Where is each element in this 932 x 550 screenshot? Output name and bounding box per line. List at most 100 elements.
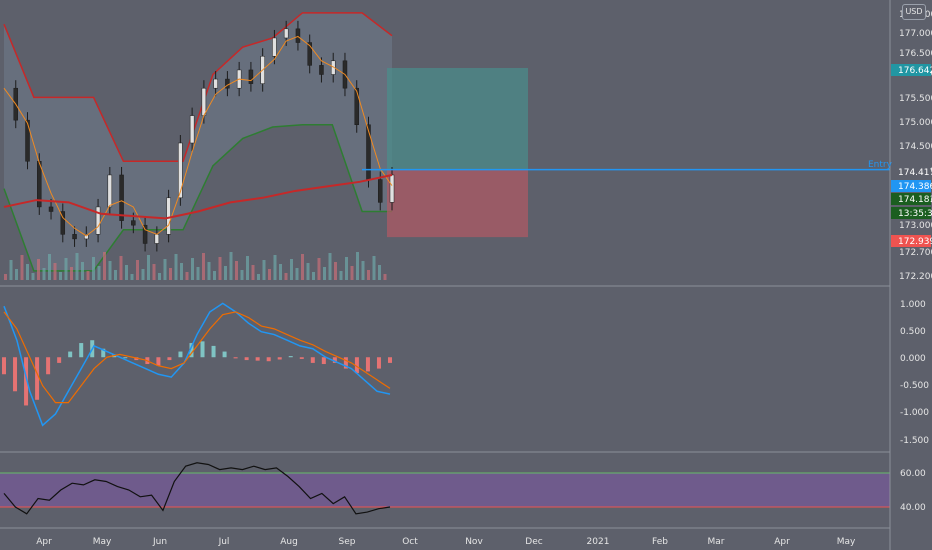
candle-body [107,174,113,208]
price-tick-label: 172.700 [899,248,932,258]
macd-tick-label: -0.500 [900,381,929,391]
price-tick-label: 172.200 [899,272,932,282]
volume-bar [378,265,381,280]
volume-bar [262,260,266,280]
time-tick-label: Sep [339,537,356,547]
candle-body [213,78,218,89]
price-badge: 174.181 [891,193,932,205]
macd-histogram-bar [376,357,381,369]
macd-histogram-bar [178,351,183,358]
candle-body [389,174,395,203]
volume-bar [306,263,310,280]
macd-histogram-bar [244,357,249,361]
volume-bar [152,264,156,280]
currency-button[interactable]: USD [902,4,926,20]
volume-bar [48,254,51,280]
volume-bar [301,254,304,280]
time-tick-label: Feb [652,537,668,547]
price-badge: 174.386 [891,180,932,192]
candle-body [72,234,77,240]
price-badge-label: 174.181 [898,195,932,205]
volume-bar [279,264,282,280]
volume-bar [174,254,178,280]
macd-histogram-bar [68,351,73,358]
macd-panel[interactable] [2,302,392,427]
price-badge: 13:35:34 [891,207,932,219]
volume-bar [334,262,337,280]
price-badge-label: 13:35:34 [898,209,932,219]
macd-histogram-bar [46,357,51,375]
volume-bar [180,263,183,280]
macd-histogram-bar [310,357,315,363]
volume-bar [70,267,73,280]
volume-bar [136,260,139,280]
time-axis[interactable]: Apr May Jun Jul Aug Sep Oct Nov Dec 2021 Feb Mar Apr… [36,537,856,547]
time-tick-label: Aug [280,537,298,547]
volume-bar [339,271,343,280]
volume-bar [42,268,46,280]
volume-bar [257,274,260,280]
volume-bar [317,258,321,280]
candle-body [377,179,383,203]
volume-bar [53,263,57,280]
volume-bar [158,273,161,280]
macd-histogram-bar [211,345,216,358]
rsi-panel[interactable] [0,462,890,515]
volume-bar [229,252,233,280]
volume-bar [92,257,95,280]
candle-body [248,69,254,84]
price-badge: 172.939 [891,235,932,247]
macd-tick-label: 1.000 [900,300,926,310]
macd-histogram-bar [2,357,6,375]
volume-bar [224,266,227,280]
ma-short [3,35,393,237]
entry-label: Entry [868,160,892,170]
candle-body [142,224,148,244]
rsi-tick-label: 60.00 [900,469,926,479]
macd-histogram-bar [35,357,40,400]
time-tick-label: Nov [465,537,483,547]
price-tick-label: 176.500 [899,49,932,59]
macd-histogram-bar [255,357,260,361]
macd-tick-label: 0.000 [900,354,926,364]
volume-bar [295,268,299,280]
macd-histogram-bar [156,357,161,366]
macd-tick-label: -1.500 [900,436,929,446]
price-panel[interactable] [3,12,890,280]
price-tick-label: 174.500 [899,142,932,152]
volume-bar [185,272,189,280]
volume-bar [141,269,145,280]
volume-bar [213,271,216,280]
profit-zone [387,68,528,170]
volume-bar [202,253,205,280]
volume-bar [251,265,255,280]
volume-bar [125,265,128,280]
macd-line [3,302,391,427]
price-badge-bg [891,235,931,247]
volume-bar [240,270,244,280]
candle-body [60,211,66,235]
volume-bar [367,270,370,280]
price-tick-label: 175.500 [899,94,932,104]
volume-bar [218,257,222,280]
time-tick-label: Mar [708,537,725,547]
candle-body [166,197,171,235]
time-tick-label: Jun [152,537,167,547]
time-tick-label: May [837,537,856,547]
volume-bar [130,274,134,280]
macd-histogram-bar [277,357,282,360]
time-tick-label: Oct [402,537,418,547]
price-badge-bg [891,193,931,205]
candle-body [366,124,371,180]
channel-fill [4,12,392,271]
volume-bar [86,271,90,280]
volume-bar [345,257,348,280]
volume-bar [108,261,112,280]
macd-histogram-bar [332,357,337,363]
volume-bar [361,261,365,280]
price-badge-label: 174.417 [898,168,932,178]
candle-body [201,87,207,116]
macd-histogram-bar [189,343,194,358]
